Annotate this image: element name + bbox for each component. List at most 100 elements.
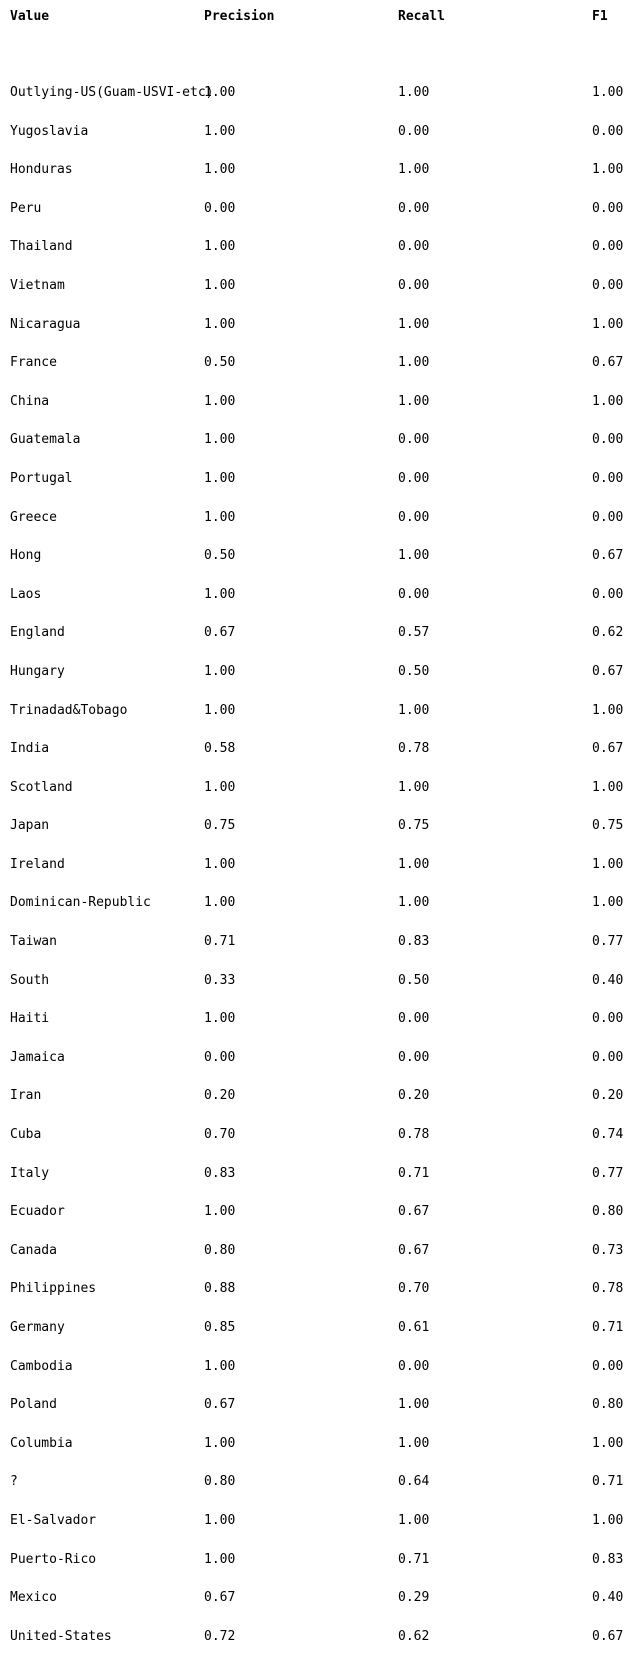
row-recall: 1.00 bbox=[398, 548, 430, 564]
table-row: El-Salvador 1.00 1.00 1.00 bbox=[10, 1511, 624, 1531]
row-recall: 1.00 bbox=[398, 895, 430, 911]
row-precision: 1.00 bbox=[204, 277, 236, 293]
table-row: Cuba 0.70 0.78 0.74 bbox=[10, 1125, 624, 1145]
table-row: China 1.00 1.00 1.00 bbox=[10, 392, 624, 412]
row-value: Mexico bbox=[10, 1590, 57, 1606]
row-value: Portugal bbox=[10, 470, 73, 486]
row-f1: 1.00 bbox=[592, 85, 624, 100]
row-f1: 0.80 bbox=[592, 1397, 624, 1413]
row-precision: 0.80 bbox=[204, 1242, 236, 1258]
row-f1: 1.00 bbox=[592, 1512, 624, 1528]
row-value: El-Salvador bbox=[10, 1512, 97, 1528]
row-value: Jamaica bbox=[10, 1049, 65, 1065]
row-value: England bbox=[10, 625, 65, 641]
row-recall: 0.83 bbox=[398, 934, 430, 950]
row-f1: 0.71 bbox=[592, 1474, 624, 1490]
row-f1: 1.00 bbox=[592, 702, 624, 718]
table-row: Thailand 1.00 0.00 0.00 bbox=[10, 237, 624, 257]
row-value: ? bbox=[10, 1474, 18, 1490]
row-value: Outlying-US(Guam-USVI-etc) bbox=[10, 85, 214, 100]
row-f1: 1.00 bbox=[592, 1435, 624, 1451]
row-recall: 0.00 bbox=[398, 509, 430, 525]
row-recall: 0.62 bbox=[398, 1628, 430, 1644]
row-precision: 0.71 bbox=[204, 934, 236, 950]
row-precision: 1.00 bbox=[204, 1204, 236, 1220]
row-precision: 1.00 bbox=[204, 509, 236, 525]
row-recall: 0.71 bbox=[398, 1551, 430, 1567]
row-f1: 0.40 bbox=[592, 972, 624, 988]
table-row: Trinadad&Tobago 1.00 1.00 1.00 bbox=[10, 701, 624, 721]
row-recall: 0.00 bbox=[398, 123, 430, 139]
table-row: Italy 0.83 0.71 0.77 bbox=[10, 1164, 624, 1184]
row-precision: 0.20 bbox=[204, 1088, 236, 1104]
table-row: Cambodia 1.00 0.00 0.00 bbox=[10, 1357, 624, 1377]
row-recall: 0.00 bbox=[398, 200, 430, 216]
row-value: Hungary bbox=[10, 663, 65, 679]
row-recall: 0.78 bbox=[398, 1127, 430, 1143]
row-value: Poland bbox=[10, 1397, 57, 1413]
table-row: Scotland 1.00 1.00 1.00 bbox=[10, 778, 624, 798]
row-precision: 1.00 bbox=[204, 470, 236, 486]
table-row: Iran 0.20 0.20 0.20 bbox=[10, 1086, 624, 1106]
row-recall: 0.61 bbox=[398, 1320, 430, 1335]
row-f1: 0.67 bbox=[592, 355, 624, 371]
row-f1: 0.00 bbox=[592, 509, 624, 525]
row-precision: 0.88 bbox=[204, 1281, 236, 1297]
table-row: Poland 0.67 1.00 0.80 bbox=[10, 1395, 624, 1415]
row-recall: 0.00 bbox=[398, 432, 430, 448]
row-precision: 1.00 bbox=[204, 779, 236, 795]
row-precision: 1.00 bbox=[204, 316, 236, 332]
table-row: Jamaica 0.00 0.00 0.00 bbox=[10, 1048, 624, 1068]
table-row: Greece 1.00 0.00 0.00 bbox=[10, 508, 624, 528]
row-value: Italy bbox=[10, 1165, 50, 1181]
row-precision: 0.33 bbox=[204, 972, 236, 988]
row-value: Thailand bbox=[10, 239, 73, 255]
row-f1: 1.00 bbox=[592, 316, 624, 332]
row-recall: 0.29 bbox=[398, 1590, 430, 1606]
row-recall: 0.00 bbox=[398, 586, 430, 602]
row-value: Philippines bbox=[10, 1281, 97, 1297]
row-recall: 0.57 bbox=[398, 625, 430, 641]
row-precision: 0.58 bbox=[204, 741, 236, 757]
row-precision: 1.00 bbox=[204, 702, 236, 718]
header-recall: Recall bbox=[398, 9, 445, 24]
row-value: Iran bbox=[10, 1088, 42, 1104]
row-value: Peru bbox=[10, 200, 42, 216]
row-recall: 1.00 bbox=[398, 856, 430, 872]
table-row: Dominican-Republic 1.00 1.00 1.00 bbox=[10, 893, 624, 913]
table-row: Haiti 1.00 0.00 0.00 bbox=[10, 1009, 624, 1029]
row-precision: 1.00 bbox=[204, 239, 236, 255]
table-row: Taiwan 0.71 0.83 0.77 bbox=[10, 932, 624, 952]
table-row: Canada 0.80 0.67 0.73 bbox=[10, 1241, 624, 1261]
table-row: Philippines 0.88 0.70 0.78 bbox=[10, 1279, 624, 1299]
row-value: India bbox=[10, 741, 50, 757]
row-precision: 0.67 bbox=[204, 625, 236, 641]
row-recall: 0.75 bbox=[398, 818, 430, 834]
row-recall: 0.50 bbox=[398, 663, 430, 679]
row-precision: 1.00 bbox=[204, 1358, 236, 1374]
row-value: Taiwan bbox=[10, 934, 57, 950]
row-precision: 1.00 bbox=[204, 856, 236, 872]
header-precision: Precision bbox=[204, 9, 275, 24]
row-precision: 1.00 bbox=[204, 895, 236, 911]
table-header: Value Precision Recall F1 bbox=[10, 7, 624, 27]
row-precision: 1.00 bbox=[204, 1512, 236, 1528]
row-value: Honduras bbox=[10, 162, 73, 178]
row-precision: 0.00 bbox=[204, 1049, 236, 1065]
row-recall: 0.00 bbox=[398, 470, 430, 486]
row-f1: 1.00 bbox=[592, 856, 624, 872]
table-row: Hungary 1.00 0.50 0.67 bbox=[10, 662, 624, 682]
table-row: ? 0.80 0.64 0.71 bbox=[10, 1472, 624, 1492]
row-f1: 0.75 bbox=[592, 818, 624, 834]
row-f1: 0.80 bbox=[592, 1204, 624, 1220]
row-value: Columbia bbox=[10, 1435, 73, 1451]
row-value: Cambodia bbox=[10, 1358, 73, 1374]
row-f1: 0.00 bbox=[592, 123, 624, 139]
row-f1: 0.67 bbox=[592, 663, 624, 679]
row-f1: 1.00 bbox=[592, 895, 624, 911]
row-recall: 1.00 bbox=[398, 85, 430, 100]
row-value: France bbox=[10, 355, 57, 371]
row-f1: 0.77 bbox=[592, 1165, 624, 1181]
row-f1: 1.00 bbox=[592, 162, 624, 178]
row-f1: 0.00 bbox=[592, 470, 624, 486]
